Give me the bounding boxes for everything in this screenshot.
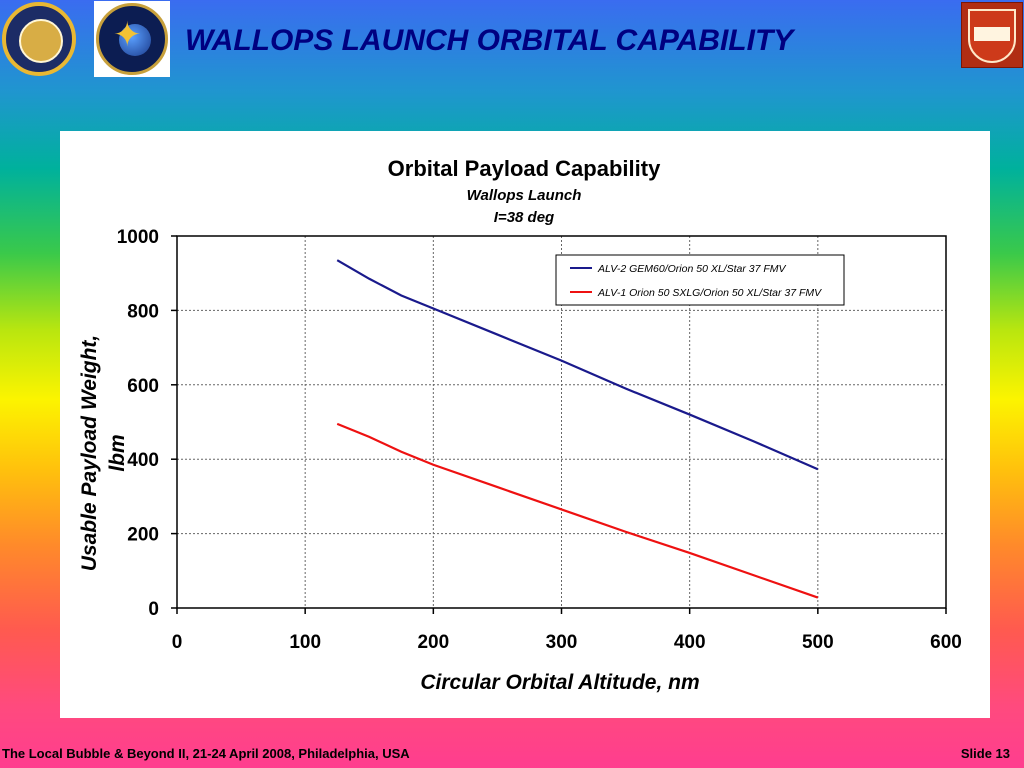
space-science-division-logo: ✦ <box>94 1 170 77</box>
chart-panel: Orbital Payload Capability Wallops Launc… <box>60 131 990 718</box>
y-tick-label: 800 <box>127 301 159 322</box>
y-tick-label: 1000 <box>117 227 159 248</box>
research-lab-seal-logo <box>2 2 76 76</box>
x-tick-label: 400 <box>674 632 706 653</box>
chart-subtitle-line-2: I=38 deg <box>494 209 554 226</box>
x-tick-label: 0 <box>172 632 183 653</box>
legend-label-1: ALV-2 GEM60/Orion 50 XL/Star 37 FMV <box>597 263 787 275</box>
series-line-2 <box>336 422 819 599</box>
y-axis-label-line-2: lbm <box>106 434 129 471</box>
legend-label-2: ALV-1 Orion 50 SXLG/Orion 50 XL/Star 37 … <box>597 287 822 299</box>
y-tick-label: 200 <box>127 525 159 546</box>
chart-title: Orbital Payload Capability <box>388 156 661 181</box>
series-line-1 <box>336 259 819 471</box>
y-tick-label: 400 <box>127 450 159 471</box>
y-tick-label: 0 <box>148 599 159 620</box>
x-tick-label: 500 <box>802 632 834 653</box>
legend-box <box>555 254 845 306</box>
y-tick-label: 600 <box>127 376 159 397</box>
footer-conference-text: The Local Bubble & Beyond II, 21-24 Apri… <box>2 746 410 761</box>
payload-capability-chart: Orbital Payload Capability Wallops Launc… <box>78 156 962 694</box>
x-axis-label: Circular Orbital Altitude, nm <box>420 671 699 694</box>
x-tick-label: 300 <box>546 632 578 653</box>
university-crest-logo <box>961 2 1023 68</box>
x-tick-label: 200 <box>417 632 449 653</box>
chart-subtitle-line-1: Wallops Launch <box>467 187 582 204</box>
slide-title: WALLOPS LAUNCH ORBITAL CAPABILITY <box>185 24 794 57</box>
x-tick-label: 600 <box>930 632 962 653</box>
footer-slide-number: Slide 13 <box>960 746 1010 761</box>
y-axis-label-line-1: Usable Payload Weight, <box>78 335 101 572</box>
x-tick-label: 100 <box>289 632 321 653</box>
